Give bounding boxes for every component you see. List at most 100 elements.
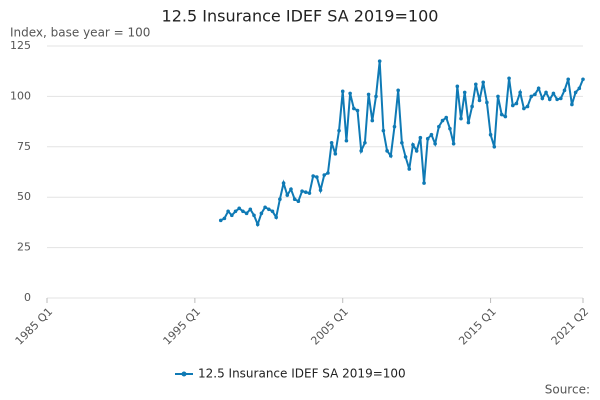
x-tick-label: 1995 Q1: [161, 305, 204, 348]
point: [259, 211, 264, 216]
point: [507, 76, 511, 81]
point: [514, 101, 519, 106]
point: [344, 138, 349, 143]
point: [285, 193, 290, 197]
point: [540, 96, 545, 101]
legend-label: 12.5 Insurance IDEF SA 2019=100: [198, 367, 406, 381]
point: [392, 124, 397, 129]
point: [418, 135, 423, 140]
point: [433, 141, 437, 146]
point: [244, 211, 249, 216]
point: [340, 89, 345, 94]
y-tick-label: 50: [17, 190, 31, 203]
point: [466, 120, 471, 125]
point: [355, 108, 360, 113]
point: [359, 149, 364, 153]
point: [536, 86, 541, 91]
y-tick-label: 125: [10, 39, 31, 52]
point: [281, 181, 286, 185]
y-tick-label: 75: [17, 140, 31, 153]
point: [440, 118, 445, 123]
point: [551, 91, 556, 96]
point: [407, 167, 412, 171]
x-tick-label: 1985 Q1: [13, 305, 56, 348]
point: [222, 216, 227, 221]
chart-title: 12.5 Insurance IDEF SA 2019=100: [162, 7, 439, 26]
y-tick-label: 100: [10, 89, 31, 102]
point: [233, 209, 238, 214]
point: [470, 104, 474, 109]
point: [388, 154, 393, 158]
point: [429, 132, 434, 137]
point: [518, 90, 522, 95]
point: [459, 116, 463, 121]
point: [562, 88, 567, 93]
point: [400, 140, 404, 145]
point: [485, 100, 489, 105]
point: [488, 132, 493, 137]
point: [437, 124, 441, 129]
point: [274, 215, 278, 220]
point: [510, 103, 515, 108]
point: [547, 97, 552, 102]
point: [555, 97, 559, 102]
point: [385, 149, 389, 153]
point: [348, 91, 352, 96]
point: [503, 114, 508, 119]
point: [237, 206, 242, 211]
x-tick-label: 2005 Q1: [308, 305, 351, 348]
y-tick-label: 0: [24, 291, 31, 304]
point: [525, 104, 530, 109]
point: [573, 90, 578, 95]
point: [303, 190, 308, 194]
point: [248, 207, 253, 212]
point: [451, 141, 456, 146]
point: [411, 142, 415, 147]
point: [533, 92, 537, 97]
point: [422, 181, 426, 185]
point: [425, 136, 430, 141]
point: [444, 115, 449, 120]
point: [396, 88, 400, 93]
point: [570, 102, 574, 107]
point: [333, 152, 338, 156]
point: [252, 213, 256, 218]
point: [403, 155, 408, 159]
point: [337, 128, 341, 133]
point: [559, 96, 563, 101]
point: [370, 118, 375, 123]
point: [266, 207, 271, 212]
point: [326, 171, 330, 175]
y-axis-subtitle: Index, base year = 100: [10, 26, 150, 40]
point: [577, 86, 582, 91]
x-tick-label: 2015 Q1: [456, 305, 499, 348]
point: [374, 94, 378, 99]
point: [455, 84, 460, 89]
point: [300, 189, 304, 193]
point: [311, 174, 315, 178]
y-tick-label: 25: [17, 241, 31, 254]
point: [462, 90, 467, 95]
point: [307, 191, 312, 195]
point: [529, 94, 534, 99]
point: [218, 218, 223, 223]
source: Source:: [545, 383, 590, 397]
point: [566, 77, 571, 82]
point: [544, 90, 548, 95]
x-tick-label: 2021 Q2: [549, 305, 592, 348]
point: [492, 145, 497, 149]
point: [352, 106, 356, 111]
point: [496, 94, 500, 99]
point: [292, 197, 297, 202]
point: [241, 209, 245, 214]
point: [230, 213, 234, 218]
point: [474, 82, 478, 87]
point: [270, 209, 275, 214]
point: [414, 149, 419, 153]
point: [381, 128, 386, 133]
point: [278, 197, 282, 202]
point: [226, 209, 230, 214]
point: [322, 173, 327, 177]
point: [477, 98, 482, 103]
